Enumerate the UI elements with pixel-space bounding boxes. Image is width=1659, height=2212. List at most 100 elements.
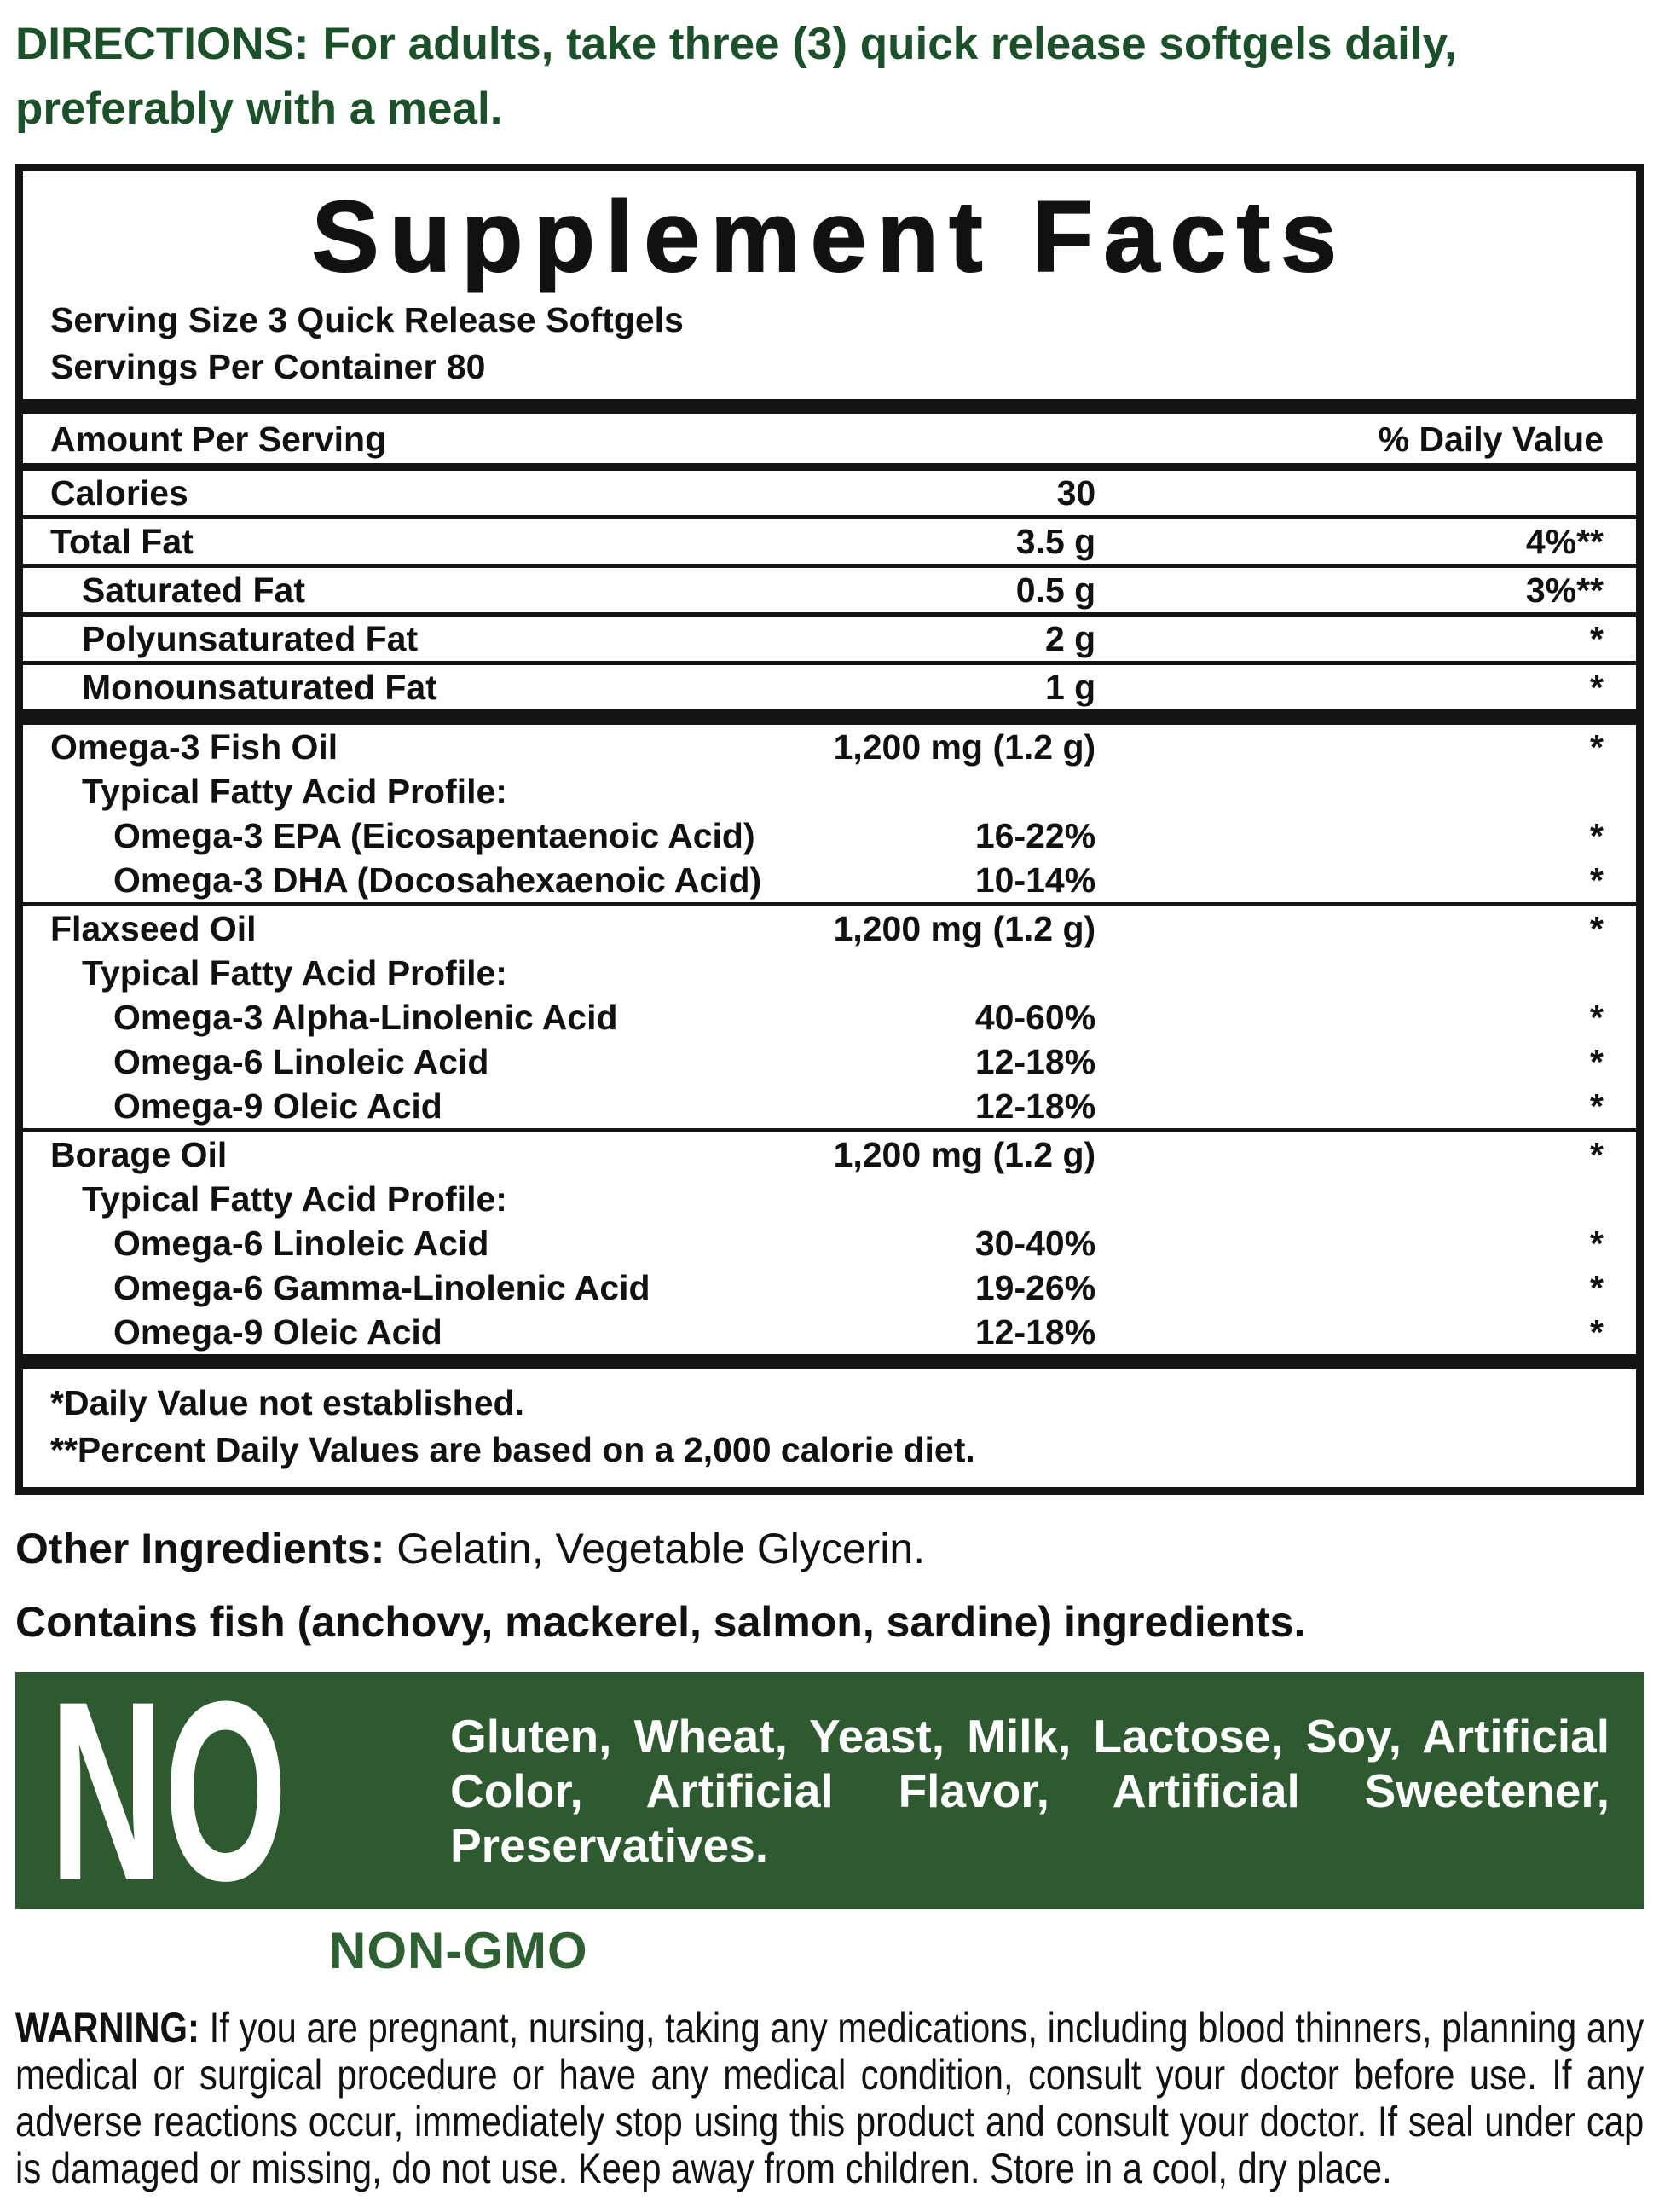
row-dv: * <box>1590 1268 1604 1308</box>
row-dv: 3%** <box>1525 570 1604 611</box>
row-dv: 4%** <box>1525 522 1604 562</box>
row-dv: * <box>1590 1086 1604 1126</box>
row-dv: * <box>1590 1042 1604 1082</box>
row-name: Omega-3 Fish Oil <box>50 727 338 767</box>
row-name: Typical Fatty Acid Profile: <box>82 1179 507 1219</box>
row-amount: 0.5 g <box>1015 570 1096 611</box>
row-dv: * <box>1590 860 1604 900</box>
table-row: Typical Fatty Acid Profile: <box>23 769 1636 814</box>
no-claims-list: Gluten, Wheat, Yeast, Milk, Lactose, Soy… <box>450 1710 1610 1873</box>
daily-value-header: % Daily Value <box>1378 420 1604 460</box>
allergen-statement: Contains fish (anchovy, mackerel, salmon… <box>15 1598 1306 1647</box>
footnotes: *Daily Value not established. **Percent … <box>23 1369 1636 1487</box>
row-amount: 3.5 g <box>1015 522 1096 562</box>
row-name: Total Fat <box>50 522 194 562</box>
row-amount: 30 <box>1056 473 1096 513</box>
warning-body: If you are pregnant, nursing, taking any… <box>15 2004 1645 2193</box>
table-row: Omega-9 Oleic Acid 12-18% * <box>23 1310 1636 1354</box>
row-name: Omega-6 Linoleic Acid <box>113 1224 489 1264</box>
row-amount: 16-22% <box>974 816 1096 856</box>
non-gmo-label: NON-GMO <box>329 1922 588 1980</box>
row-dv: * <box>1590 668 1604 708</box>
directions-body: For adults, take three (3) quick release… <box>15 19 1457 134</box>
table-row: Omega-6 Linoleic Acid 30-40% * <box>23 1221 1636 1265</box>
table-row: Flaxseed Oil 1,200 mg (1.2 g) * <box>23 902 1636 951</box>
warning-label: WARNING: <box>15 2004 199 2053</box>
table-row: Omega-3 Alpha-Linolenic Acid 40-60% * <box>23 995 1636 1039</box>
row-amount: 1,200 mg (1.2 g) <box>833 909 1096 949</box>
table-row: Calories 30 <box>23 471 1636 520</box>
table-row: Omega-9 Oleic Acid 12-18% * <box>23 1084 1636 1128</box>
row-amount: 1,200 mg (1.2 g) <box>833 1135 1096 1175</box>
row-name: Flaxseed Oil <box>50 909 257 949</box>
row-name: Omega-3 Alpha-Linolenic Acid <box>113 998 618 1038</box>
row-name: Omega-3 EPA (Eicosapentaenoic Acid) <box>113 816 755 856</box>
row-name: Omega-9 Oleic Acid <box>113 1312 442 1352</box>
row-dv: * <box>1590 998 1604 1038</box>
header-rule <box>23 463 1636 472</box>
row-amount: 1 g <box>1044 668 1096 708</box>
row-dv: * <box>1590 909 1604 949</box>
table-row: Omega-6 Linoleic Acid 12-18% * <box>23 1039 1636 1084</box>
footnote-percent-dv: **Percent Daily Values are based on a 2,… <box>50 1430 975 1470</box>
supplement-facts-title: Supplement Facts <box>311 181 1348 293</box>
row-name: Calories <box>50 473 188 513</box>
footnote-dv-not-established: *Daily Value not established. <box>50 1383 524 1423</box>
row-name: Monounsaturated Fat <box>82 668 437 708</box>
no-claims-banner: NO Gluten, Wheat, Yeast, Milk, Lactose, … <box>15 1647 1644 1935</box>
table-row: Typical Fatty Acid Profile: <box>23 951 1636 995</box>
warning-text: WARNING: If you are pregnant, nursing, t… <box>15 2005 1644 2192</box>
amount-per-serving-header: Amount Per Serving <box>50 420 387 460</box>
section-bar <box>23 709 1636 726</box>
table-row: Monounsaturated Fat 1 g * <box>23 665 1636 709</box>
other-ingredients: Other Ingredients: Gelatin, Vegetable Gl… <box>15 1524 1644 1573</box>
row-name: Omega-9 Oleic Acid <box>113 1086 442 1126</box>
row-dv: * <box>1590 727 1604 767</box>
section-bar <box>23 1354 1636 1370</box>
row-name: Omega-6 Linoleic Acid <box>113 1042 489 1082</box>
directions-label: DIRECTIONS: <box>15 19 309 69</box>
row-name: Borage Oil <box>50 1135 228 1175</box>
row-dv: * <box>1590 1224 1604 1264</box>
row-amount: 1,200 mg (1.2 g) <box>833 727 1096 767</box>
supplement-facts-panel: Supplement Facts Serving Size 3 Quick Re… <box>15 164 1644 1496</box>
row-amount: 10-14% <box>974 860 1096 900</box>
table-row: Borage Oil 1,200 mg (1.2 g) * <box>23 1128 1636 1177</box>
table-row: Omega-3 EPA (Eicosapentaenoic Acid) 16-2… <box>23 814 1636 858</box>
row-amount: 2 g <box>1044 619 1096 659</box>
table-row: Total Fat 3.5 g 4%** <box>23 519 1636 569</box>
other-ingredients-text: Gelatin, Vegetable Glycerin. <box>396 1525 926 1573</box>
row-dv: * <box>1590 1135 1604 1175</box>
no-label: NO <box>49 1647 433 1935</box>
row-amount: 12-18% <box>974 1312 1096 1352</box>
row-dv: * <box>1590 816 1604 856</box>
table-row: Saturated Fat 0.5 g 3%** <box>23 568 1636 617</box>
row-name: Omega-3 DHA (Docosahexaenoic Acid) <box>113 860 762 900</box>
directions-text: DIRECTIONS: For adults, take three (3) qu… <box>15 12 1644 142</box>
servings-per-container: Servings Per Container 80 <box>50 347 486 387</box>
table-row: Omega-3 Fish Oil 1,200 mg (1.2 g) * <box>23 725 1636 769</box>
serving-size: Serving Size 3 Quick Release Softgels <box>50 300 684 340</box>
table-header: Amount Per Serving % Daily Value <box>23 414 1636 463</box>
row-dv: * <box>1590 619 1604 659</box>
row-dv: * <box>1590 1312 1604 1352</box>
row-name: Saturated Fat <box>82 570 305 611</box>
row-name: Typical Fatty Acid Profile: <box>82 953 507 993</box>
other-ingredients-label: Other Ingredients: <box>15 1525 385 1573</box>
row-amount: 12-18% <box>974 1086 1096 1126</box>
no-label-text: NO <box>49 1647 287 1935</box>
row-amount: 40-60% <box>974 998 1096 1038</box>
row-amount: 12-18% <box>974 1042 1096 1082</box>
row-name: Polyunsaturated Fat <box>82 619 419 659</box>
table-row: Omega-6 Gamma-Linolenic Acid 19-26% * <box>23 1265 1636 1310</box>
table-row: Typical Fatty Acid Profile: <box>23 1177 1636 1221</box>
row-name: Omega-6 Gamma-Linolenic Acid <box>113 1268 650 1308</box>
section-bar <box>23 399 1636 415</box>
row-name: Typical Fatty Acid Profile: <box>82 772 507 812</box>
table-row: Omega-3 DHA (Docosahexaenoic Acid) 10-14… <box>23 858 1636 902</box>
table-row: Polyunsaturated Fat 2 g * <box>23 617 1636 666</box>
row-amount: 30-40% <box>974 1224 1096 1264</box>
spacer <box>23 391 1636 399</box>
row-amount: 19-26% <box>974 1268 1096 1308</box>
